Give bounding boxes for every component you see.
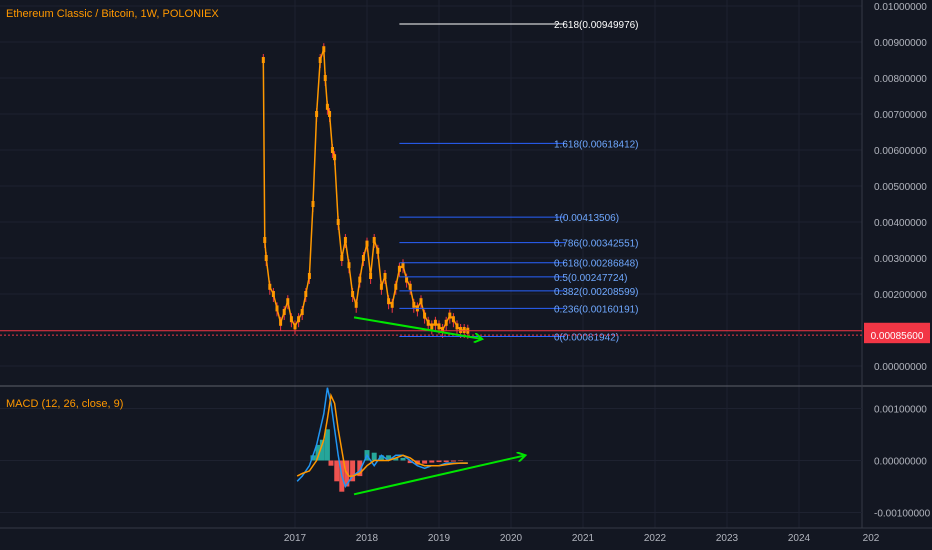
x-tick-label: 2022 xyxy=(644,533,667,544)
macd-y-tick-label: -0.00100000 xyxy=(874,509,931,520)
macd-histogram-bar xyxy=(324,429,330,461)
macd-y-tick-label: 0.00100000 xyxy=(874,405,927,416)
price-trend-arrow xyxy=(353,316,482,339)
fib-level-label: 1(0.00413506) xyxy=(554,213,619,224)
macd-histogram-bar xyxy=(393,457,399,461)
macd-histogram-bar xyxy=(310,455,316,461)
x-tick-label: 2024 xyxy=(788,533,811,544)
macd-title: MACD (12, 26, close, 9) xyxy=(6,398,124,410)
macd-histogram-bar xyxy=(328,460,334,466)
x-tick-label: 2019 xyxy=(428,533,451,544)
x-tick-label: 2023 xyxy=(716,533,739,544)
y-tick-label: 0.00200000 xyxy=(874,290,927,301)
x-tick-label: 2020 xyxy=(500,533,523,544)
y-tick-label: 0.00700000 xyxy=(874,110,927,121)
signal-line xyxy=(296,392,468,477)
macd-histogram-bar xyxy=(315,444,321,461)
x-tick-label: 202 xyxy=(863,533,880,544)
fib-level-label: 1.618(0.00618412) xyxy=(554,139,639,150)
fib-level-label: 2.618(0.00949976) xyxy=(554,20,639,31)
macd-histogram-bar xyxy=(443,460,449,463)
macd-histogram-bar xyxy=(357,460,363,477)
fib-level-label: 0.786(0.00342551) xyxy=(554,239,639,250)
y-tick-label: 0.00800000 xyxy=(874,74,927,85)
y-tick-label: 0.00500000 xyxy=(874,182,927,193)
y-tick-label: 0.00300000 xyxy=(874,254,927,265)
y-tick-label: 0.00000000 xyxy=(874,362,927,373)
fib-level-label: 0.5(0.00247724) xyxy=(554,273,627,284)
macd-histogram-bar xyxy=(422,460,428,464)
fib-level-label: 0(0.00081942) xyxy=(554,333,619,344)
y-tick-label: 0.00900000 xyxy=(874,38,927,49)
symbol-title: Ethereum Classic / Bitcoin, 1W, POLONIEX xyxy=(6,8,219,20)
macd-histogram-bar xyxy=(371,452,377,461)
macd-histogram-bar xyxy=(429,460,435,463)
macd-histogram-bar xyxy=(407,460,413,464)
macd-trend-arrow xyxy=(353,455,525,496)
price-tag-bg xyxy=(864,327,930,344)
macd-histogram-bar xyxy=(458,460,464,462)
macd-histogram-bar xyxy=(386,455,392,461)
macd-histogram-bar xyxy=(378,455,384,461)
fib-level-label: 0.382(0.00208599) xyxy=(554,287,639,298)
y-tick-label: 0.00400000 xyxy=(874,218,927,229)
fib-level-label: 0.236(0.00160191) xyxy=(554,304,639,315)
macd-histogram-bar xyxy=(334,460,340,482)
fib-level-label: 0.618(0.00286848) xyxy=(554,259,639,270)
x-tick-label: 2018 xyxy=(356,533,379,544)
macd-histogram-bar xyxy=(350,460,356,482)
y-tick-label: 0.01000000 xyxy=(874,2,927,13)
macd-histogram-bar xyxy=(400,457,406,461)
x-tick-label: 2017 xyxy=(284,533,307,544)
y-tick-label: 0.00600000 xyxy=(874,146,927,157)
price-line xyxy=(262,48,468,332)
macd-y-tick-label: 0.00000000 xyxy=(874,457,927,468)
macd-histogram-bar xyxy=(436,460,442,463)
macd-histogram-bar xyxy=(450,460,456,462)
x-tick-label: 2021 xyxy=(572,533,595,544)
macd-histogram-bar xyxy=(319,439,325,461)
price-tag-label: 0.00085600 xyxy=(871,331,924,342)
